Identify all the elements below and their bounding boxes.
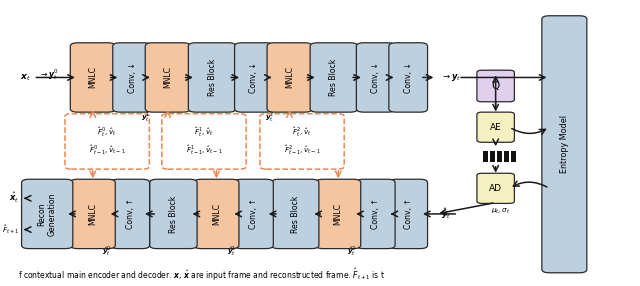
Text: Res Block: Res Block — [291, 195, 300, 233]
Text: $\hat{F}^2_{t-1}, \hat{v}_{t-1}$: $\hat{F}^2_{t-1}, \hat{v}_{t-1}$ — [284, 144, 321, 157]
Text: $\boldsymbol{y}^2_t$: $\boldsymbol{y}^2_t$ — [265, 110, 275, 124]
Text: Res Block: Res Block — [207, 59, 216, 96]
Text: MNLC: MNLC — [88, 203, 97, 225]
Text: $\hat{F}^0_t, \hat{v}_t$: $\hat{F}^0_t, \hat{v}_t$ — [97, 126, 117, 139]
Text: Res Block: Res Block — [169, 195, 178, 233]
Bar — [497, 150, 502, 162]
FancyBboxPatch shape — [542, 16, 587, 273]
Text: MNLC: MNLC — [163, 66, 172, 88]
FancyBboxPatch shape — [477, 173, 515, 203]
Text: Recon
Generation: Recon Generation — [38, 192, 57, 236]
Text: $\rightarrow \boldsymbol{y}_t$: $\rightarrow \boldsymbol{y}_t$ — [441, 72, 461, 83]
Text: $\hat{F}^2_t, \hat{v}_t$: $\hat{F}^2_t, \hat{v}_t$ — [292, 126, 312, 139]
FancyBboxPatch shape — [477, 112, 515, 142]
Text: Conv, ↑: Conv, ↑ — [371, 198, 380, 229]
Text: Conv, ↑: Conv, ↑ — [404, 198, 413, 229]
Text: AE: AE — [490, 123, 502, 132]
FancyBboxPatch shape — [111, 179, 150, 249]
FancyBboxPatch shape — [356, 43, 395, 112]
FancyBboxPatch shape — [477, 70, 515, 102]
Text: Res Block: Res Block — [330, 59, 339, 96]
Text: MNLC: MNLC — [88, 66, 97, 88]
Bar — [511, 150, 516, 162]
Bar — [490, 150, 495, 162]
FancyBboxPatch shape — [389, 43, 428, 112]
Text: $\hat{\boldsymbol{y}}_t$: $\hat{\boldsymbol{y}}_t$ — [441, 207, 451, 221]
Bar — [483, 150, 488, 162]
FancyBboxPatch shape — [310, 43, 358, 112]
Text: MNLC: MNLC — [285, 66, 294, 88]
Text: f contextual main encoder and decoder. $\boldsymbol{x}$, $\hat{\boldsymbol{x}}$ : f contextual main encoder and decoder. $… — [18, 267, 385, 283]
Text: MNLC: MNLC — [333, 203, 343, 225]
Text: $\mu_t, \sigma_t$: $\mu_t, \sigma_t$ — [491, 206, 510, 216]
Text: $\boldsymbol{y}^1_t$: $\boldsymbol{y}^1_t$ — [141, 110, 150, 124]
Text: $\hat{F}^1_t, \hat{v}_t$: $\hat{F}^1_t, \hat{v}_t$ — [194, 126, 214, 139]
Text: Entropy Model: Entropy Model — [560, 115, 569, 173]
Text: AD: AD — [489, 184, 502, 193]
Text: Conv, ↓: Conv, ↓ — [250, 62, 259, 93]
FancyBboxPatch shape — [194, 179, 239, 249]
Text: MNLC: MNLC — [212, 203, 221, 225]
Text: $\hat{F}^1_{t-1}, \hat{v}_{t-1}$: $\hat{F}^1_{t-1}, \hat{v}_{t-1}$ — [186, 144, 222, 157]
FancyBboxPatch shape — [22, 179, 73, 249]
Bar — [504, 150, 509, 162]
Text: $\hat{F}_{t+1}$: $\hat{F}_{t+1}$ — [1, 223, 19, 236]
FancyBboxPatch shape — [316, 179, 361, 249]
Text: $\hat{\boldsymbol{y}}^1_t$: $\hat{\boldsymbol{y}}^1_t$ — [227, 244, 237, 258]
FancyBboxPatch shape — [267, 43, 312, 112]
Text: $\hat{\boldsymbol{y}}^0_t$: $\hat{\boldsymbol{y}}^0_t$ — [102, 244, 112, 258]
FancyBboxPatch shape — [235, 179, 273, 249]
FancyBboxPatch shape — [70, 179, 115, 249]
Text: Conv, ↑: Conv, ↑ — [250, 198, 259, 229]
Text: Q: Q — [492, 81, 500, 91]
FancyBboxPatch shape — [113, 43, 152, 112]
Text: $\boldsymbol{x}_t$: $\boldsymbol{x}_t$ — [20, 72, 31, 83]
Text: Conv, ↑: Conv, ↑ — [125, 198, 135, 229]
Text: Conv, ↓: Conv, ↓ — [371, 62, 380, 93]
FancyBboxPatch shape — [150, 179, 197, 249]
FancyBboxPatch shape — [271, 179, 319, 249]
FancyBboxPatch shape — [70, 43, 115, 112]
FancyBboxPatch shape — [356, 179, 395, 249]
FancyBboxPatch shape — [235, 43, 273, 112]
Text: $\hat{F}^0_{t-1}, \hat{v}_{t-1}$: $\hat{F}^0_{t-1}, \hat{v}_{t-1}$ — [89, 144, 125, 157]
FancyBboxPatch shape — [145, 43, 190, 112]
FancyBboxPatch shape — [389, 179, 428, 249]
FancyBboxPatch shape — [188, 43, 236, 112]
Text: Conv, ↓: Conv, ↓ — [127, 62, 136, 93]
Text: $\hat{\boldsymbol{y}}^2_t$: $\hat{\boldsymbol{y}}^2_t$ — [348, 244, 356, 258]
Text: $\hat{\boldsymbol{x}}_t$: $\hat{\boldsymbol{x}}_t$ — [9, 191, 19, 205]
Text: $\rightarrow \boldsymbol{y}^0_t$: $\rightarrow \boldsymbol{y}^0_t$ — [39, 67, 59, 82]
Text: Conv, ↓: Conv, ↓ — [404, 62, 413, 93]
